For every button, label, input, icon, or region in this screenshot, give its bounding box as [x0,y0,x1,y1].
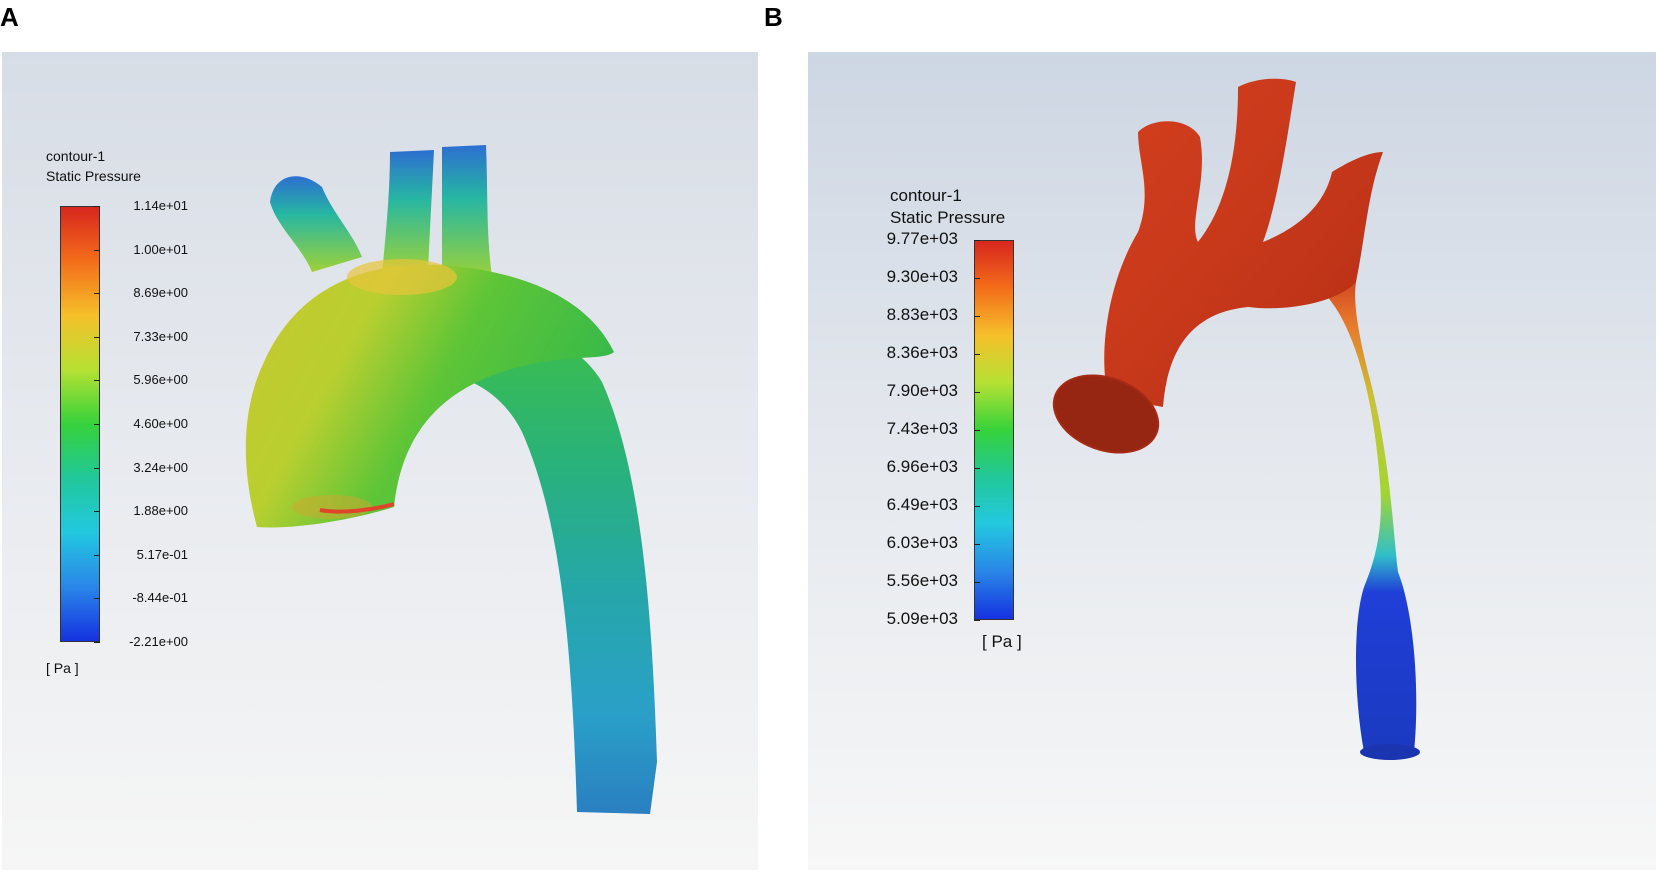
tick-label-b: 7.43e+03 [886,419,958,438]
tick-label-b: 8.83e+03 [886,305,958,324]
panel-label-a: A [0,2,19,32]
tick-mark-a [94,642,100,643]
tick-label-b: 5.56e+03 [886,571,958,590]
legend-name-b: contour-1 [890,186,962,205]
tick-label-b: 6.49e+03 [886,495,958,514]
tick-mark-b [974,430,980,431]
tick-label-a: 1.88e+00 [133,503,188,519]
unit-label-b: [ Pa ] [982,632,1022,651]
tick-mark-b [974,620,980,621]
tick-label-b: 7.90e+03 [886,381,958,400]
tick-label-b: 5.09e+03 [886,609,958,628]
tick-label-b: 9.77e+03 [886,229,958,248]
aorta-model-a [245,145,657,814]
tick-mark-b [974,468,980,469]
tick-label-a: 7.33e+00 [133,328,188,344]
tick-mark-b [974,544,980,545]
tick-label-b: 6.96e+03 [886,457,958,476]
legend-quantity-a: Static Pressure [46,168,141,184]
tick-label-b: 6.03e+03 [886,533,958,552]
tick-label-a: -2.21e+00 [129,634,188,649]
tick-mark-a [94,249,100,251]
tick-label-b: 9.30e+03 [886,267,958,286]
tick-mark-b [974,354,980,355]
tick-label-a: 5.96e+00 [133,372,188,388]
tick-mark-a [94,380,100,382]
viewport-b[interactable]: contour-1 Static Pressure 9.77e+03 9.30e+… [808,52,1656,870]
tick-mark-b [974,240,980,241]
tick-mark-b [974,316,980,317]
tick-label-a: 3.24e+00 [133,459,188,475]
tick-mark-b [974,278,980,279]
tick-label-b: 8.36e+03 [886,343,958,362]
tick-mark-b [974,392,980,393]
tick-mark-a [94,511,100,513]
tick-label-a: -8.44e-01 [132,590,188,606]
aorta-model-b [1052,78,1420,760]
viewport-a[interactable]: contour-1 Static Pressure 1.14e+01 1.00e+… [2,52,758,870]
colorbar-b [974,240,1014,620]
tick-mark-a [94,554,100,556]
tick-label-a: 8.69e+00 [133,285,188,301]
tick-mark-b [974,506,980,507]
tick-mark-a [94,424,100,425]
tick-label-a: 1.14e+01 [133,198,188,213]
tick-mark-a [94,467,100,469]
unit-label-a: [ Pa ] [46,660,79,676]
tick-label-a: 1.00e+01 [133,241,188,257]
tick-label-a: 4.60e+00 [133,416,188,431]
tick-mark-a [94,336,100,338]
tick-label-a: 5.17e-01 [136,546,188,562]
tick-mark-a [94,598,100,600]
legend-name-a: contour-1 [46,148,106,164]
legend-quantity-b: Static Pressure [890,208,1006,227]
tick-mark-a [94,293,100,295]
panel-label-b: B [764,2,783,32]
tick-mark-b [974,582,980,583]
tick-mark-a [94,206,100,207]
